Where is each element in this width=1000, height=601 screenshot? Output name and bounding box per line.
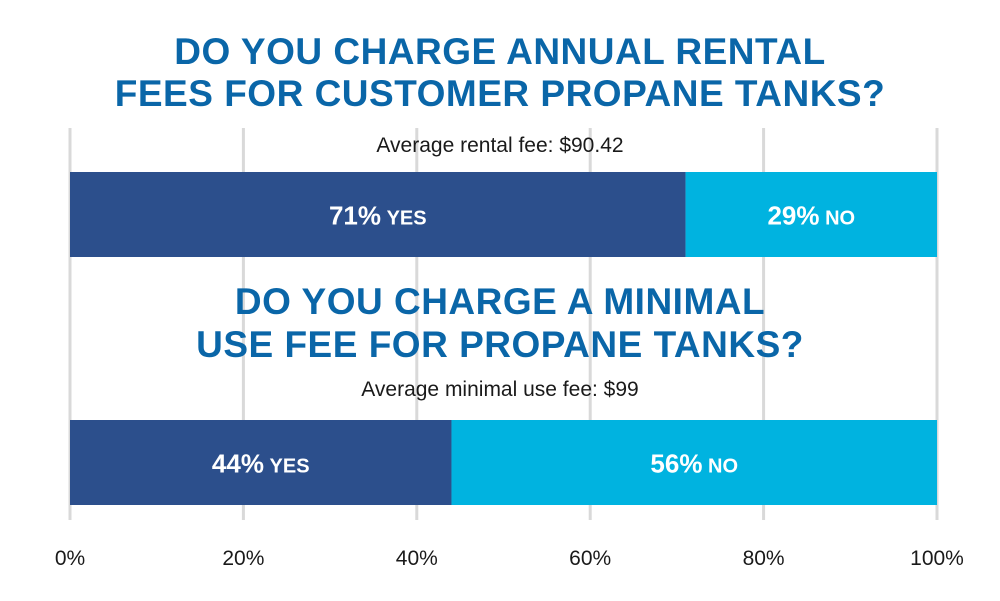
- question-title-2-line-1: DO YOU CHARGE A MINIMAL: [235, 281, 765, 322]
- question-title-2-line-2: USE FEE FOR PROPANE TANKS?: [196, 324, 804, 365]
- bar-value-2-yes: 44%: [212, 449, 264, 479]
- bar-1-yes: [70, 172, 686, 257]
- tick-label-60: 60%: [569, 547, 611, 570]
- bar-1-no: [685, 172, 937, 257]
- bar-label-2-yes: 44% YES: [212, 449, 310, 479]
- bar-label-2-no: 56% NO: [650, 449, 738, 479]
- bar-category-2-yes: YES: [270, 456, 310, 478]
- tick-label-20: 20%: [222, 547, 264, 570]
- bar-category-2-no: NO: [708, 456, 738, 478]
- question-subtitle-2: Average minimal use fee: $99: [361, 378, 638, 401]
- bar-2-no: [451, 420, 937, 505]
- tick-label-0: 0%: [55, 547, 85, 570]
- bar-category-1-yes: YES: [387, 208, 427, 230]
- bar-value-2-no: 56%: [650, 449, 702, 479]
- x-axis-ticks: 0% 20% 40% 60% 80% 100%: [55, 547, 964, 570]
- bar-value-1-no: 29%: [767, 201, 819, 231]
- bar-label-1-yes: 71% YES: [329, 201, 427, 231]
- bar-label-1-no: 29% NO: [767, 201, 855, 231]
- bar-2-yes: [70, 420, 452, 505]
- bar-value-1-yes: 71%: [329, 201, 381, 231]
- question-subtitle-1: Average rental fee: $90.42: [376, 134, 623, 157]
- question-title-1-line-2: FEES FOR CUSTOMER PROPANE TANKS?: [115, 73, 885, 114]
- tick-label-100: 100%: [910, 547, 964, 570]
- bars-layer: [70, 172, 937, 505]
- question-title-1-line-1: DO YOU CHARGE ANNUAL RENTAL: [174, 31, 825, 72]
- tick-label-40: 40%: [396, 547, 438, 570]
- bar-category-1-no: NO: [825, 208, 855, 230]
- tick-label-80: 80%: [743, 547, 785, 570]
